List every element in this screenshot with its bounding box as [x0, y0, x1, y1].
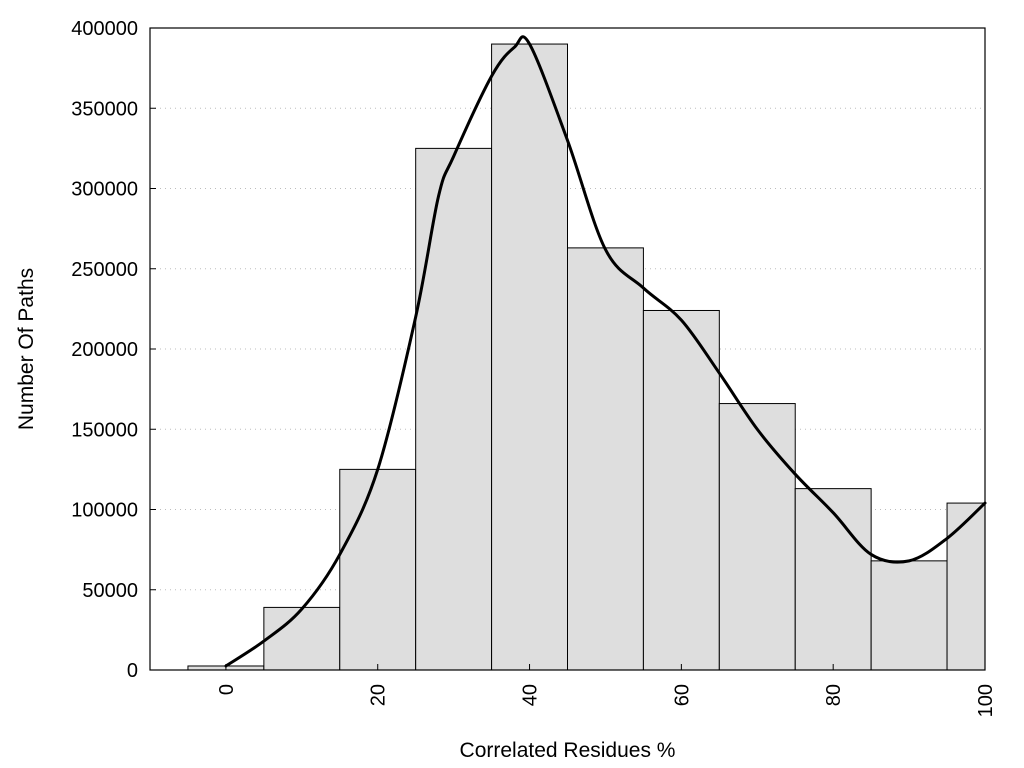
x-tick-label: 100	[975, 684, 997, 717]
y-tick-label: 200000	[71, 339, 138, 361]
x-tick-label: 0	[216, 684, 238, 695]
x-tick-label: 40	[520, 684, 542, 706]
y-tick-label: 0	[127, 660, 138, 682]
x-axis-title: Correlated Residues %	[460, 739, 676, 762]
y-tick-label: 400000	[71, 18, 138, 40]
density-curve	[224, 35, 987, 668]
y-axis-title: Number Of Paths	[15, 268, 38, 430]
histogram-bar	[491, 43, 568, 671]
x-axis-ticks: 0 20 40 60 80 100	[216, 664, 997, 717]
x-tick-label: 80	[823, 684, 845, 706]
histogram-bar	[339, 468, 417, 671]
histogram-bar	[718, 403, 796, 671]
x-tick-label: 60	[671, 684, 693, 706]
histogram-bar	[642, 309, 720, 671]
histogram-bar	[263, 606, 341, 671]
y-tick-label: 350000	[71, 98, 138, 120]
y-tick-label: 300000	[71, 179, 138, 201]
y-tick-label: 50000	[82, 580, 138, 602]
x-tick-label: 20	[368, 684, 390, 706]
histogram-bar	[567, 247, 644, 671]
histogram-bar	[415, 147, 493, 671]
curve-layer	[224, 35, 987, 668]
histogram-bar	[870, 560, 948, 671]
y-tick-label: 100000	[71, 500, 138, 522]
y-tick-label: 250000	[71, 259, 138, 281]
bars-layer	[187, 43, 986, 671]
histogram-bar	[794, 488, 872, 671]
y-tick-label: 150000	[71, 419, 138, 441]
y-axis-ticks: 0 50000 100000 150000 200000 250000 300000 3500…	[71, 18, 156, 682]
histogram-bar	[946, 502, 986, 671]
